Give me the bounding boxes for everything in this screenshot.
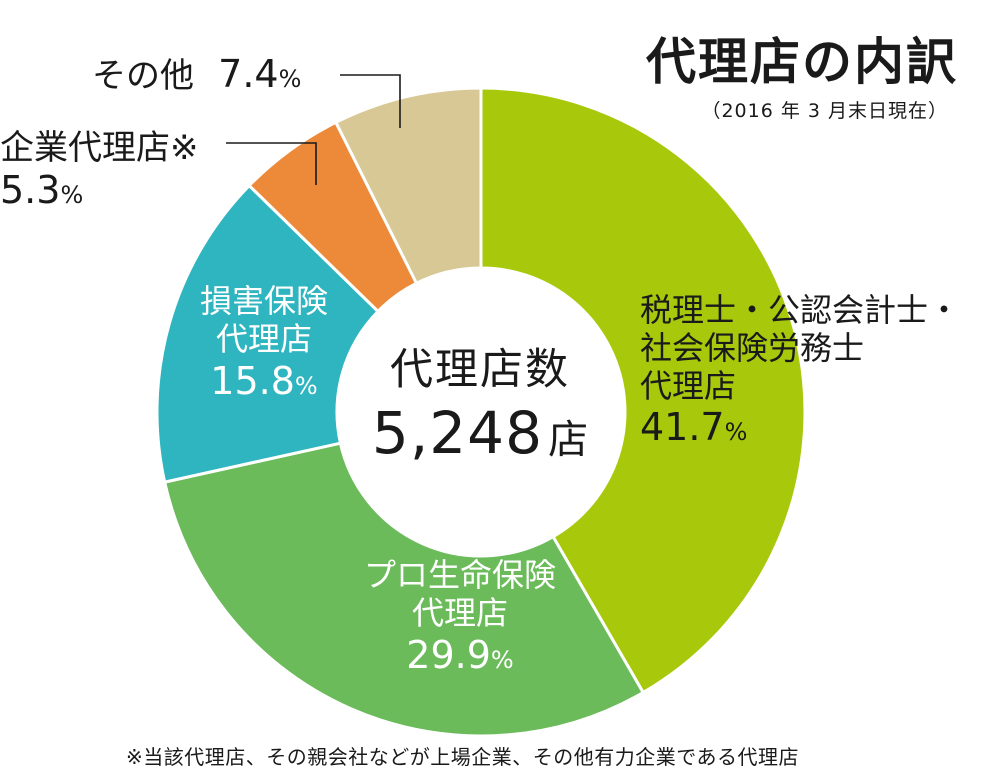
label-kigyo-pct: 5.3: [0, 168, 61, 213]
center-unit: 店: [548, 417, 589, 463]
label-pro-seimei-line2: 代理店: [411, 593, 508, 632]
label-kigyo-pct-sign: %: [60, 181, 84, 210]
center-title: 代理店数: [390, 345, 570, 395]
label-pro-seimei-line1: プロ生命保険: [363, 556, 556, 594]
slice-pro-seimei: [162, 441, 646, 738]
label-kigyo-line1: 企業代理店※: [0, 128, 199, 168]
leader-line-kigyo: [226, 142, 317, 185]
footnote: ※当該代理店、その親会社などが上場企業、その他有力企業である代理店: [126, 745, 800, 769]
label-pro-seimei: プロ生命保険 代理店 29.9%: [330, 556, 590, 677]
label-sonota-text: その他: [92, 56, 194, 96]
label-sonota-pct-sign: %: [278, 65, 302, 93]
label-pro-seimei-pct-sign: %: [490, 645, 514, 674]
label-zeirishi-line1: 税理士・公認会計士・: [640, 291, 961, 329]
chart-title: 代理店の内訳: [646, 33, 958, 91]
center-value: 5,248: [371, 399, 543, 467]
label-sonota-pct: 7.4: [218, 52, 279, 96]
label-songai-pct: 15.8: [210, 358, 295, 403]
label-songai: 損害保険 代理店 15.8%: [189, 282, 339, 403]
chart-subtitle: （2016 年 3 月末日現在）: [701, 100, 948, 122]
label-zeirishi-line2: 社会保険労務士: [640, 328, 865, 367]
center-label-group: 代理店数 5,248 店: [345, 335, 615, 467]
leader-line-sonota: [340, 74, 401, 128]
label-songai-line1: 損害保険: [199, 282, 328, 320]
label-pro-seimei-pct: 29.9: [406, 632, 491, 677]
label-kigyo: 企業代理店※ 5.3%: [0, 128, 199, 213]
label-sonota: その他 7.4%: [92, 52, 301, 97]
label-songai-line2: 代理店: [215, 319, 312, 358]
slice-zeirishi: [479, 86, 807, 695]
label-zeirishi-line3: 代理店: [640, 366, 737, 405]
label-songai-pct-sign: %: [294, 371, 318, 400]
label-zeirishi-pct-sign: %: [724, 418, 748, 447]
label-zeirishi-pct: 41.7: [640, 405, 725, 450]
slice-sonota: [333, 86, 483, 286]
label-zeirishi: 税理士・公認会計士・ 社会保険労務士 代理店 41.7%: [640, 291, 961, 450]
center-value-line: 5,248 店: [345, 399, 615, 467]
slice-songai: [155, 183, 381, 484]
